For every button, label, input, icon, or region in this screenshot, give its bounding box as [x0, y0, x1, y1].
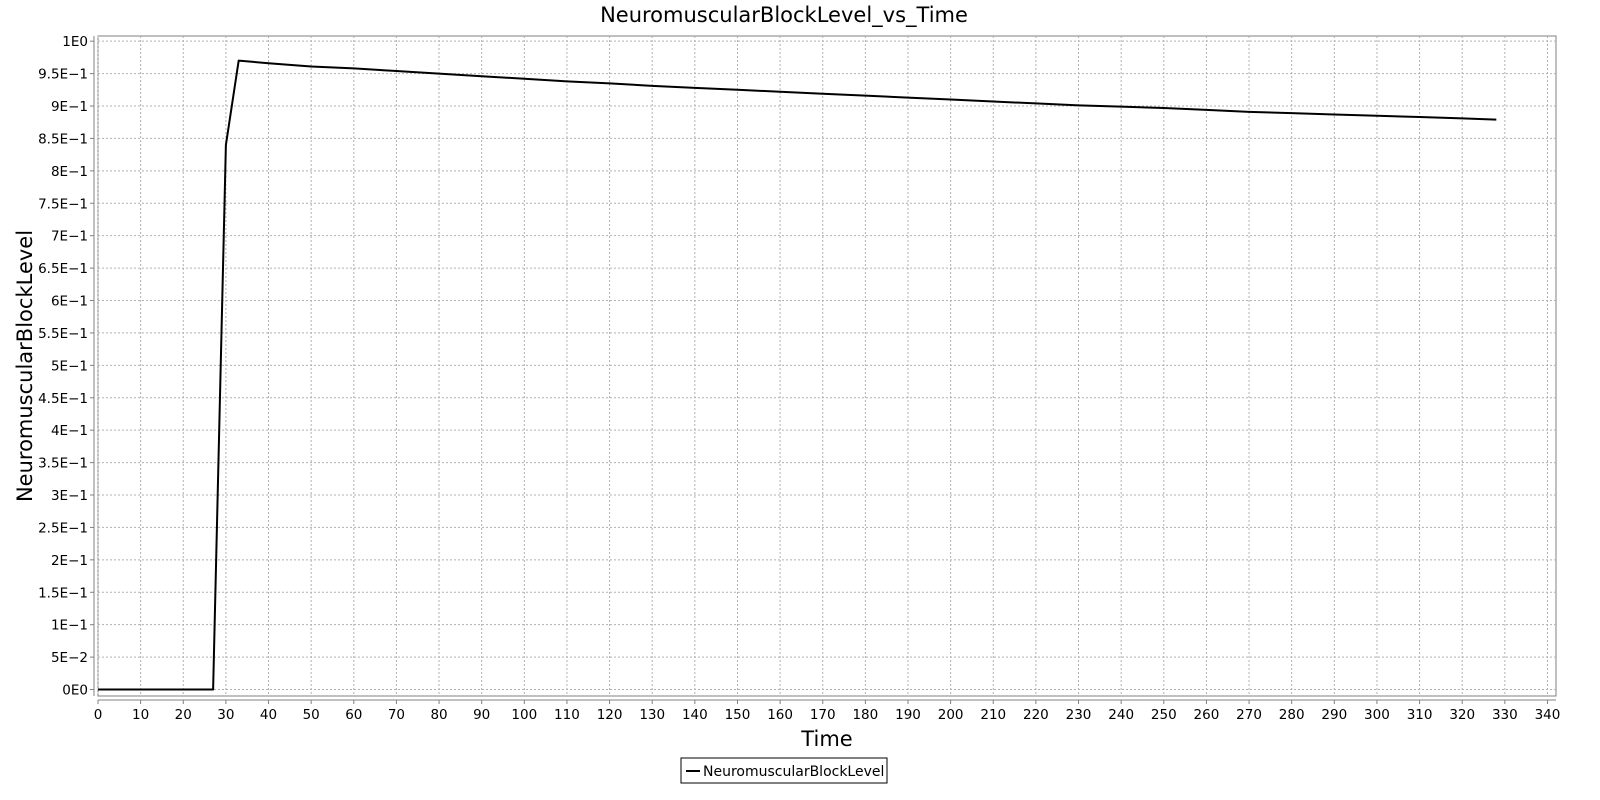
x-tick-label: 170 — [810, 707, 836, 723]
x-tick-label: 20 — [175, 707, 192, 723]
y-tick-label: 5E−2 — [51, 650, 88, 666]
legend: NeuromuscularBlockLevel — [680, 757, 888, 784]
x-tick-label: 310 — [1407, 707, 1433, 723]
y-tick-label: 4E−1 — [51, 423, 88, 439]
series-layer — [98, 59, 1497, 691]
x-tick-label: 90 — [473, 707, 490, 723]
x-tick-label: 220 — [1023, 707, 1049, 723]
y-tick-label: 5E−1 — [51, 358, 88, 374]
y-tick-label: 2E−1 — [51, 553, 88, 569]
x-tick-label: 280 — [1279, 707, 1305, 723]
x-tick-label: 120 — [597, 707, 623, 723]
x-tick-label: 40 — [260, 707, 277, 723]
x-tick-label: 290 — [1321, 707, 1347, 723]
y-tick-label: 3.5E−1 — [38, 456, 88, 472]
x-tick-label: 100 — [511, 707, 537, 723]
x-tick-label: 320 — [1449, 707, 1475, 723]
y-tick-label: 3E−1 — [51, 488, 88, 504]
x-tick-label: 260 — [1194, 707, 1220, 723]
y-tick-label: 7E−1 — [51, 229, 88, 245]
x-axis-ticks: 0 10 20 30 40 50 60 70 80 90 100 110 120 130 140 150 160… — [94, 700, 1561, 723]
y-tick-label: 2.5E−1 — [38, 520, 88, 536]
x-tick-label: 230 — [1066, 707, 1092, 723]
x-tick-label: 60 — [345, 707, 362, 723]
x-tick-label: 0 — [94, 707, 103, 723]
y-tick-label: 9E−1 — [51, 99, 88, 115]
y-axis-ticks: 0E0 5E−2 1E−1 1.5E−1 2E−1 2.5E−1 3E−1 3.5E−1 4E−… — [38, 34, 94, 699]
x-tick-label: 130 — [639, 707, 665, 723]
x-tick-label: 200 — [938, 707, 964, 723]
legend-label: NeuromuscularBlockLevel — [703, 764, 884, 780]
y-tick-label: 1E0 — [62, 34, 88, 50]
x-tick-label: 10 — [132, 707, 149, 723]
x-tick-label: 50 — [303, 707, 320, 723]
y-tick-label: 8.5E−1 — [38, 131, 88, 147]
x-tick-label: 70 — [388, 707, 405, 723]
y-tick-label: 7.5E−1 — [38, 196, 88, 212]
y-tick-label: 8E−1 — [51, 164, 88, 180]
legend-box — [680, 757, 888, 784]
x-tick-label: 270 — [1236, 707, 1262, 723]
plot-area — [97, 35, 1557, 697]
y-tick-label: 9.5E−1 — [38, 67, 88, 83]
x-tick-label: 160 — [767, 707, 793, 723]
y-tick-label: 5.5E−1 — [38, 326, 88, 342]
x-tick-label: 250 — [1151, 707, 1177, 723]
y-tick-label: 1.5E−1 — [38, 585, 88, 601]
y-tick-label: 6.5E−1 — [38, 261, 88, 277]
x-tick-label: 210 — [980, 707, 1006, 723]
x-tick-label: 330 — [1492, 707, 1518, 723]
y-tick-label: 6E−1 — [51, 294, 88, 310]
x-tick-label: 150 — [725, 707, 751, 723]
x-axis-label: Time — [800, 727, 852, 751]
y-tick-label: 0E0 — [62, 683, 88, 699]
y-tick-label: 1E−1 — [51, 618, 88, 634]
x-tick-label: 340 — [1535, 707, 1561, 723]
grid-horizontal — [98, 40, 1556, 691]
chart-title: NeuromuscularBlockLevel_vs_Time — [600, 3, 968, 28]
series-line — [98, 59, 1497, 691]
x-tick-label: 180 — [852, 707, 878, 723]
y-tick-label: 4.5E−1 — [38, 391, 88, 407]
x-tick-label: 240 — [1108, 707, 1134, 723]
x-tick-label: 30 — [217, 707, 234, 723]
x-tick-label: 110 — [554, 707, 580, 723]
x-tick-label: 190 — [895, 707, 921, 723]
x-tick-label: 300 — [1364, 707, 1390, 723]
x-tick-label: 80 — [430, 707, 447, 723]
x-tick-label: 140 — [682, 707, 708, 723]
y-axis-label: NeuromuscularBlockLevel — [13, 230, 37, 502]
